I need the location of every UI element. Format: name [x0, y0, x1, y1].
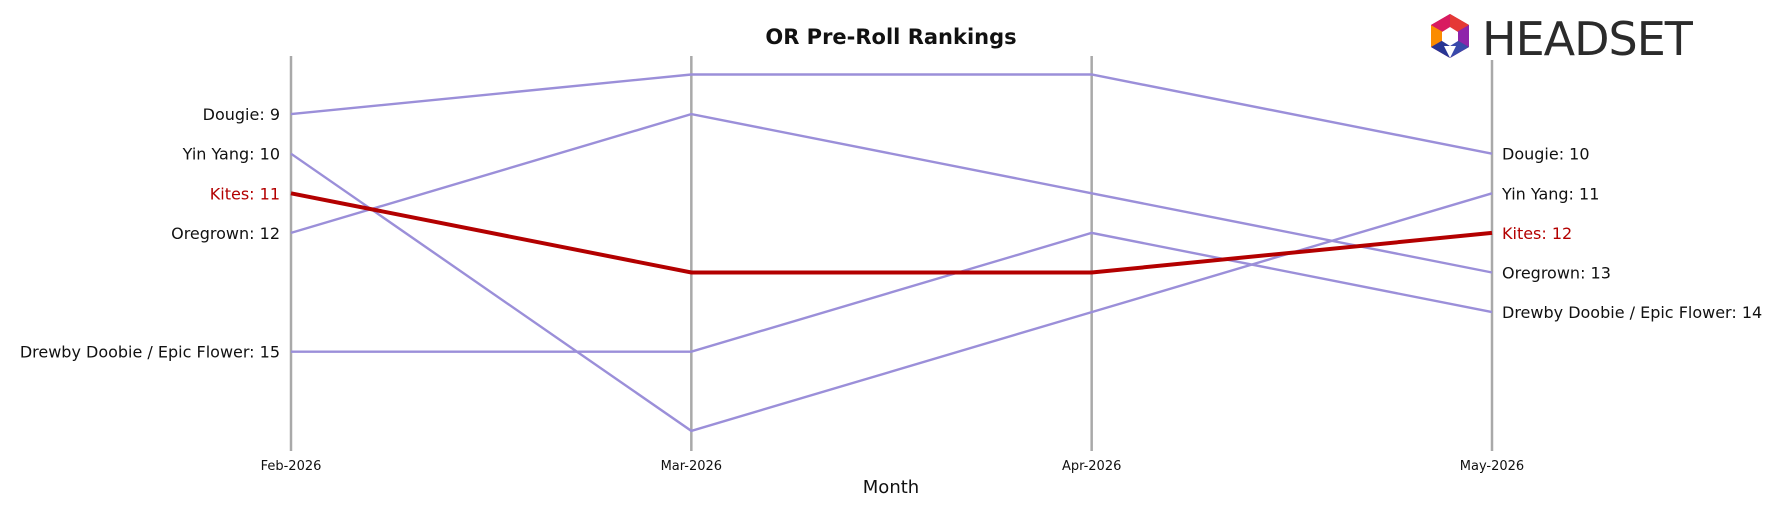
right-label-drewby-doobie-epic-flower: Drewby Doobie / Epic Flower: 14	[1502, 303, 1762, 322]
left-label-yin-yang: Yin Yang: 10	[182, 145, 280, 164]
left-label-drewby-doobie-epic-flower: Drewby Doobie / Epic Flower: 15	[20, 343, 280, 362]
headset-logo: HEADSET	[1431, 12, 1695, 66]
left-label-kites: Kites: 11	[210, 184, 280, 203]
left-label-dougie: Dougie: 9	[203, 105, 280, 124]
right-label-oregrown: Oregrown: 13	[1502, 264, 1611, 283]
right-label-dougie: Dougie: 10	[1502, 145, 1590, 164]
series-lines	[290, 73, 1493, 433]
left-end-labels: Dougie: 9 Yin Yang: 10 Kites: 11 Oregrown: …	[20, 105, 280, 362]
tick-label-feb-2026: Feb-2026	[261, 459, 322, 474]
headset-logo-mark	[1431, 14, 1469, 58]
tick-label-mar-2026: Mar-2026	[661, 459, 722, 474]
left-label-oregrown: Oregrown: 12	[171, 224, 280, 243]
tick-label-apr-2026: Apr-2026	[1062, 459, 1121, 474]
chart-title: OR Pre-Roll Rankings	[765, 25, 1016, 49]
headset-logo-text: HEADSET	[1482, 12, 1694, 66]
right-end-labels: Dougie: 10 Yin Yang: 11 Kites: 12 Oregrown:…	[1501, 145, 1762, 322]
right-label-kites: Kites: 12	[1502, 224, 1572, 243]
tick-label-may-2026: May-2026	[1460, 459, 1524, 474]
series-line-dougie	[290, 73, 1493, 155]
x-tick-labels: Feb-2026 Mar-2026 Apr-2026 May-2026	[261, 459, 1525, 474]
right-label-yin-yang: Yin Yang: 11	[1501, 184, 1599, 203]
series-line-kites	[290, 191, 1493, 275]
series-line-oregrown	[290, 112, 1493, 274]
month-axes	[289, 56, 1494, 451]
x-axis-label: Month	[863, 477, 919, 498]
series-line-drewby-doobie-epic-flower	[291, 231, 1493, 353]
